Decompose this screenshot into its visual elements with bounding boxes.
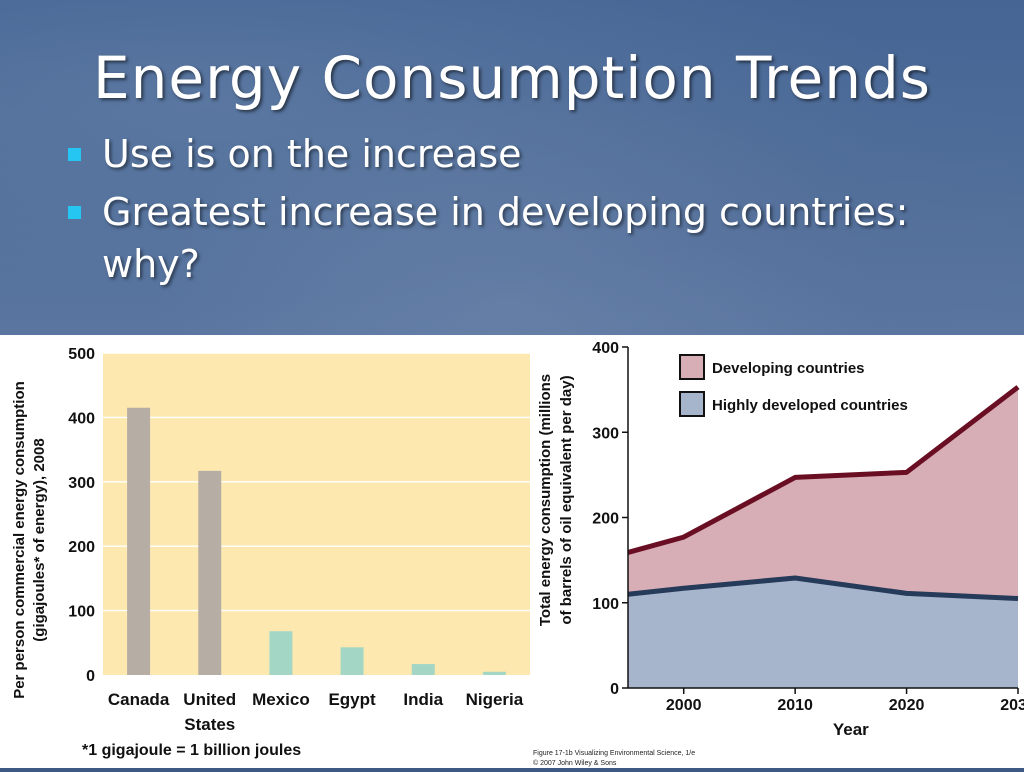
x-tick-label: United bbox=[183, 690, 236, 709]
y-tick-label: 300 bbox=[592, 425, 619, 442]
y-tick-label: 400 bbox=[68, 410, 95, 427]
x-tick-label: Canada bbox=[108, 690, 170, 709]
bar bbox=[198, 470, 222, 675]
y-tick-label: 400 bbox=[592, 340, 619, 357]
slide-background bbox=[0, 0, 1024, 335]
bar bbox=[269, 631, 293, 675]
bullet-text: Use is on the increase bbox=[102, 132, 522, 176]
legend-swatch bbox=[679, 391, 705, 417]
x-tick-label: Egypt bbox=[328, 690, 376, 709]
x-tick-label: States bbox=[184, 715, 235, 734]
bar bbox=[482, 671, 506, 675]
y-axis-label: Total energy consumption (millions bbox=[537, 374, 554, 626]
bar bbox=[411, 664, 435, 675]
figure-svg: 0 100 200 300 400 500 Canada United States Mexico… bbox=[11, 340, 1024, 767]
developed-line bbox=[627, 575, 1019, 601]
x-tick-label: 2010 bbox=[777, 697, 813, 714]
x-tick-label: Mexico bbox=[252, 690, 310, 709]
figure-credit: © 2007 John Wiley & Sons bbox=[533, 759, 617, 767]
bullet-item: Use is on the increase bbox=[62, 128, 962, 180]
bullet-square-icon bbox=[68, 206, 81, 219]
developing-line bbox=[627, 385, 1020, 555]
bar bbox=[340, 647, 364, 675]
slide-title: Energy Consumption Trends bbox=[92, 44, 932, 112]
legend-label: Highly developed countries bbox=[712, 397, 908, 414]
bullet-list: Use is on the increase Greatest increase… bbox=[62, 128, 962, 296]
x-axis-label: Year bbox=[833, 720, 869, 739]
y-tick-label: 0 bbox=[610, 681, 619, 698]
y-tick-label: 100 bbox=[592, 596, 619, 613]
y-tick-label: 200 bbox=[592, 511, 619, 528]
x-tick-label: 2020 bbox=[889, 697, 925, 714]
x-tick-label: India bbox=[403, 690, 443, 709]
bullet-item: Greatest increase in developing countrie… bbox=[62, 186, 962, 290]
y-tick-label: 0 bbox=[86, 668, 95, 685]
figure-credit: Figure 17-1b Visualizing Environmental S… bbox=[533, 750, 695, 757]
y-axis-label: (gigajoules* of energy), 2008 bbox=[31, 438, 48, 641]
bullet-text: Greatest increase in developing countrie… bbox=[102, 190, 909, 286]
legend-swatch bbox=[679, 354, 705, 380]
y-tick-label: 300 bbox=[68, 475, 95, 492]
figure-panel: 0 100 200 300 400 500 Canada United States Mexico… bbox=[0, 335, 1024, 768]
y-axis-label: Per person commercial energy consumption bbox=[11, 381, 28, 699]
developed-area bbox=[628, 578, 1018, 688]
y-axis-label: of barrels of oil equivalent per day) bbox=[558, 375, 575, 624]
bullet-square-icon bbox=[68, 148, 81, 161]
y-tick-label: 200 bbox=[68, 539, 95, 556]
y-tick-label: 500 bbox=[68, 346, 95, 363]
y-tick-label: 100 bbox=[68, 604, 95, 621]
bar-plot-area bbox=[103, 353, 530, 675]
x-tick-label: 2030 bbox=[1000, 697, 1024, 714]
x-tick-label: 2000 bbox=[666, 697, 702, 714]
bar bbox=[127, 407, 151, 675]
legend-label: Developing countries bbox=[712, 360, 865, 377]
x-tick-label: Nigeria bbox=[466, 690, 524, 709]
footnote: *1 gigajoule = 1 billion joules bbox=[82, 742, 301, 759]
